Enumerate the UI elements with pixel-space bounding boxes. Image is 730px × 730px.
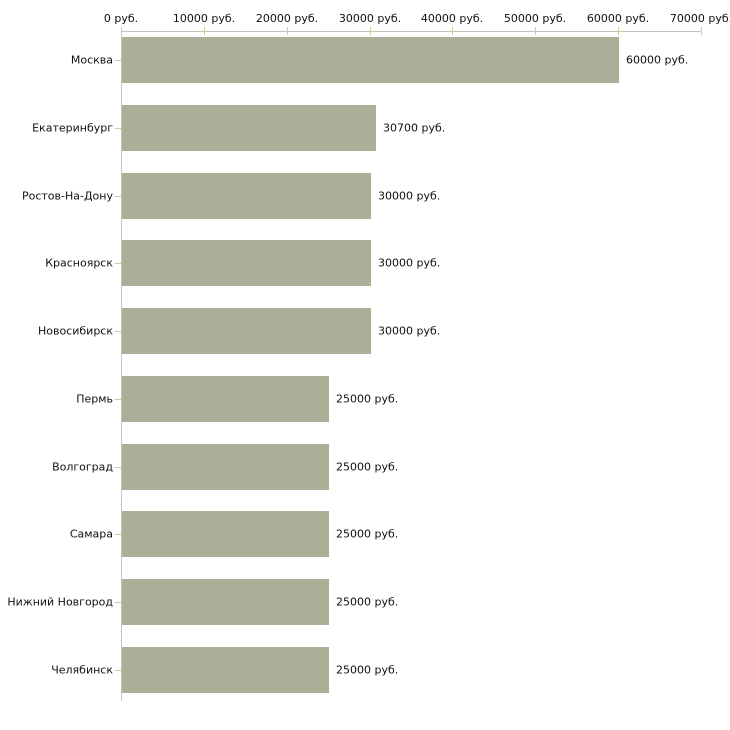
category-label: Екатеринбург <box>32 121 113 135</box>
x-axis-tick <box>452 27 453 35</box>
bar <box>122 579 329 625</box>
value-label: 25000 руб. <box>336 392 399 406</box>
x-axis-tick <box>618 27 619 35</box>
y-axis-tick <box>115 128 122 129</box>
y-axis-tick <box>115 467 122 468</box>
bar <box>122 444 329 490</box>
category-label: Челябинск <box>51 663 113 677</box>
x-axis-line <box>121 31 702 32</box>
y-axis-tick <box>115 602 122 603</box>
category-label: Новосибирск <box>37 324 113 338</box>
category-label: Нижний Новгород <box>7 595 113 609</box>
x-axis-tick <box>701 27 702 35</box>
x-axis-tick <box>370 27 371 35</box>
y-axis-tick <box>115 331 122 332</box>
x-axis-tick <box>121 27 122 35</box>
bar <box>122 308 371 354</box>
y-axis-tick <box>115 60 122 61</box>
y-axis-tick <box>115 534 122 535</box>
category-label: Москва <box>70 53 113 67</box>
bar <box>122 105 376 151</box>
x-axis-tick-label: 20000 руб. <box>255 12 319 25</box>
x-axis-tick-label: 60000 руб. <box>586 12 650 25</box>
value-label: 25000 руб. <box>336 663 399 677</box>
bar <box>122 173 371 219</box>
value-label: 25000 руб. <box>336 595 399 609</box>
x-axis-tick-label: 0 руб. <box>103 12 139 25</box>
x-axis-tick-label: 50000 руб. <box>503 12 567 25</box>
x-axis-tick-label: 70000 руб. <box>669 12 730 25</box>
bar <box>122 240 371 286</box>
x-axis-tick-label: 40000 руб. <box>420 12 484 25</box>
x-axis-tick-label: 30000 руб. <box>338 12 402 25</box>
x-axis-tick-label: 10000 руб. <box>172 12 236 25</box>
category-label: Самара <box>69 527 113 541</box>
y-axis-tick <box>115 196 122 197</box>
x-axis-tick <box>287 27 288 35</box>
bar <box>122 511 329 557</box>
value-label: 30000 руб. <box>378 189 441 203</box>
value-label: 30000 руб. <box>378 324 441 338</box>
value-label: 30700 руб. <box>383 121 446 135</box>
bar <box>122 376 329 422</box>
x-axis-tick <box>535 27 536 35</box>
category-label: Пермь <box>76 392 113 406</box>
value-label: 25000 руб. <box>336 460 399 474</box>
category-label: Красноярск <box>45 256 113 270</box>
bar <box>122 37 619 83</box>
value-label: 60000 руб. <box>626 53 689 67</box>
y-axis-tick <box>115 399 122 400</box>
category-label: Ростов-На-Дону <box>21 189 113 203</box>
y-axis-line <box>121 31 122 701</box>
x-axis-tick <box>204 27 205 35</box>
value-label: 25000 руб. <box>336 527 399 541</box>
value-label: 30000 руб. <box>378 256 441 270</box>
y-axis-tick <box>115 670 122 671</box>
category-label: Волгоград <box>52 460 113 474</box>
bar <box>122 647 329 693</box>
y-axis-tick <box>115 263 122 264</box>
